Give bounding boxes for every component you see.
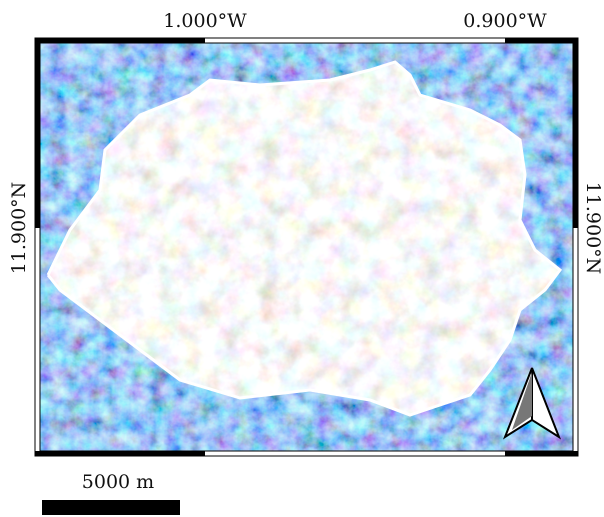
longitude-label: 0.900°W <box>463 10 547 32</box>
scale-bar <box>42 500 180 515</box>
longitude-label: 1.000°W <box>163 10 247 32</box>
scale-bar-label: 5000 m <box>82 471 154 493</box>
latitude-label: 11.900°N <box>582 182 604 275</box>
map-figure: 1.000°W 0.900°W 11.900°N 11.900°N 5000 m <box>0 0 604 517</box>
latitude-label: 11.900°N <box>8 182 30 275</box>
